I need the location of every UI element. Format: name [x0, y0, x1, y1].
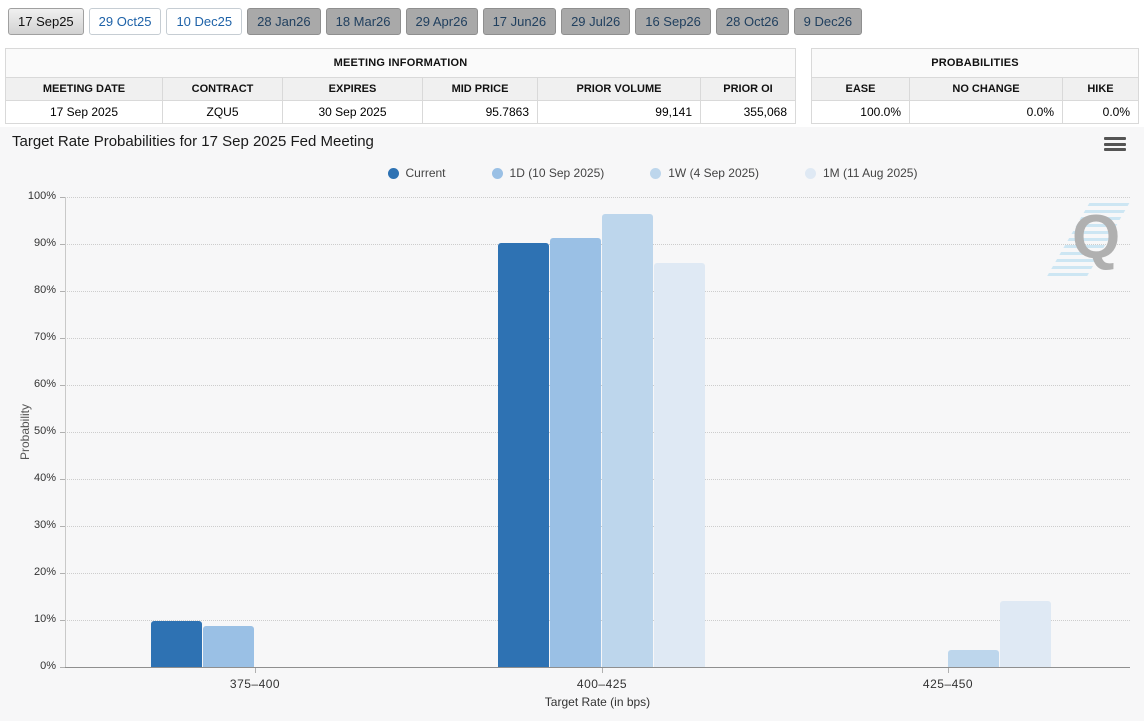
y-tick-label-100: 100% — [27, 190, 56, 202]
meeting-info-expires-value: 30 Sep 2025 — [282, 100, 423, 124]
bar-1w-400-425 — [602, 214, 653, 667]
tab-28-oct26[interactable]: 28 Oct26 — [715, 8, 789, 35]
tab-17-sep25[interactable]: 17 Sep25 — [8, 8, 84, 35]
y-tick-label-20: 20% — [33, 566, 56, 578]
x-axis-line — [65, 667, 1130, 668]
y-tick-label-80: 80% — [33, 284, 56, 296]
y-tick-label-10: 10% — [33, 613, 56, 625]
meeting-info-prior-volume-value: 99,141 — [537, 100, 701, 124]
x-tick-label-425-450: 425–450 — [922, 677, 974, 691]
meeting-info-mid-price-value: 95.7863 — [422, 100, 538, 124]
y-tickmark — [60, 338, 65, 339]
y-tick-label-70: 70% — [33, 331, 56, 343]
meeting-info-prior-oi-value: 355,068 — [700, 100, 796, 124]
meeting-info-meeting-date-value: 17 Sep 2025 — [5, 100, 163, 124]
y-tick-label-90: 90% — [33, 237, 56, 249]
meeting-info-row: 17 Sep 2025 ZQU5 30 Sep 2025 95.7863 99,141 3… — [5, 100, 796, 124]
chart-panel: Target Rate Probabilities for 17 Sep 202… — [0, 127, 1144, 721]
y-tickmark — [60, 620, 65, 621]
meeting-info-title: MEETING INFORMATION — [5, 48, 796, 78]
probabilities-title: PROBABILITIES — [811, 48, 1139, 78]
meeting-info-col-prior-volume: PRIOR VOLUME — [537, 77, 701, 101]
x-tickmark — [255, 668, 256, 673]
probabilities-col-ease: EASE — [811, 77, 910, 101]
gridline — [65, 197, 1130, 198]
y-tickmark — [60, 479, 65, 480]
bar-current-400-425 — [498, 243, 549, 667]
y-tick-label-0: 0% — [40, 660, 56, 672]
y-tickmark — [60, 573, 65, 574]
y-tickmark — [60, 526, 65, 527]
bar-1d-375-400 — [203, 626, 254, 667]
tab-9-dec26[interactable]: 9 Dec26 — [793, 8, 863, 35]
y-tickmark — [60, 432, 65, 433]
y-tickmark — [60, 385, 65, 386]
bar-1d-400-425 — [550, 238, 601, 667]
legend-dot-icon — [804, 167, 816, 179]
meeting-date-tabs: 17 Sep25 29 Oct25 10 Dec25 28 Jan26 18 Mar26… — [8, 8, 863, 35]
x-tick-label-375-400: 375–400 — [229, 677, 281, 691]
tab-28-jan26[interactable]: 28 Jan26 — [247, 8, 321, 35]
tab-17-jun26[interactable]: 17 Jun26 — [482, 8, 557, 35]
legend-label: Current — [405, 166, 446, 180]
legend-dot-icon — [387, 167, 399, 179]
x-tick-label-400-425: 400–425 — [576, 677, 628, 691]
bar-1m-400-425 — [654, 263, 705, 667]
meeting-info-col-mid-price: MID PRICE — [422, 77, 538, 101]
chart-legend: Current 1D (10 Sep 2025) 1W (4 Sep 2025) 1M… — [65, 166, 1130, 180]
plot-area: 0% 10% 20% 30% 40% 50% 60% 70% 80% 90% 100% 375–400… — [0, 127, 1144, 721]
y-tickmark — [60, 197, 65, 198]
y-tick-label-40: 40% — [33, 472, 56, 484]
hamburger-menu-icon[interactable] — [1104, 137, 1126, 154]
legend-label: 1W (4 Sep 2025) — [668, 166, 759, 180]
legend-item-1m-11-aug-2025[interactable]: 1M (11 Aug 2025) — [804, 166, 918, 180]
tab-16-sep26[interactable]: 16 Sep26 — [635, 8, 711, 35]
meeting-info-contract-value: ZQU5 — [162, 100, 283, 124]
y-tickmark — [60, 667, 65, 668]
meeting-info-col-expires: EXPIRES — [282, 77, 423, 101]
y-tick-label-60: 60% — [33, 378, 56, 390]
y-tick-label-30: 30% — [33, 519, 56, 531]
y-tickmark — [60, 291, 65, 292]
tab-29-oct25[interactable]: 29 Oct25 — [88, 8, 162, 35]
x-axis-title: Target Rate (in bps) — [544, 695, 651, 709]
bar-1m-425-450 — [1000, 601, 1051, 667]
probabilities-col-hike: HIKE — [1062, 77, 1139, 101]
legend-dot-icon — [650, 167, 662, 179]
tab-29-jul26[interactable]: 29 Jul26 — [561, 8, 631, 35]
probabilities-no-change-value: 0.0% — [909, 100, 1063, 124]
legend-item-1d-10-sep-2025[interactable]: 1D (10 Sep 2025) — [491, 166, 605, 180]
y-axis-title: Probability — [18, 403, 32, 461]
tab-29-apr26[interactable]: 29 Apr26 — [405, 8, 478, 35]
meeting-info-col-meeting-date: MEETING DATE — [5, 77, 163, 101]
chart-title: Target Rate Probabilities for 17 Sep 202… — [12, 133, 374, 150]
probabilities-col-no-change: NO CHANGE — [909, 77, 1063, 101]
watermark-q-letter: Q — [1072, 203, 1121, 272]
probabilities-hike-value: 0.0% — [1062, 100, 1139, 124]
y-tick-label-50: 50% — [33, 425, 56, 437]
legend-item-1w-4-sep-2025[interactable]: 1W (4 Sep 2025) — [650, 166, 759, 180]
probabilities-row: 100.0% 0.0% 0.0% — [811, 100, 1139, 124]
legend-label: 1M (11 Aug 2025) — [822, 166, 918, 180]
legend-item-current[interactable]: Current — [387, 166, 446, 180]
x-tickmark — [948, 668, 949, 673]
meeting-information-table: MEETING INFORMATION MEETING DATE CONTRACT E… — [5, 48, 796, 124]
tab-10-dec25[interactable]: 10 Dec25 — [166, 8, 243, 35]
bar-current-375-400 — [151, 621, 202, 667]
legend-label: 1D (10 Sep 2025) — [509, 166, 605, 180]
probabilities-table: PROBABILITIES EASE NO CHANGE HIKE 100.0% 0.0%… — [811, 48, 1139, 124]
quikstrike-watermark: Q — [1046, 203, 1130, 281]
y-axis-line — [65, 197, 66, 667]
y-tickmark — [60, 244, 65, 245]
meeting-info-col-prior-oi: PRIOR OI — [700, 77, 796, 101]
tab-18-mar26[interactable]: 18 Mar26 — [325, 8, 401, 35]
probabilities-ease-value: 100.0% — [811, 100, 910, 124]
info-tables: MEETING INFORMATION MEETING DATE CONTRACT E… — [5, 48, 1139, 124]
legend-dot-icon — [491, 167, 503, 179]
bar-1w-425-450 — [948, 650, 999, 667]
meeting-info-col-contract: CONTRACT — [162, 77, 283, 101]
x-tickmark — [602, 668, 603, 673]
